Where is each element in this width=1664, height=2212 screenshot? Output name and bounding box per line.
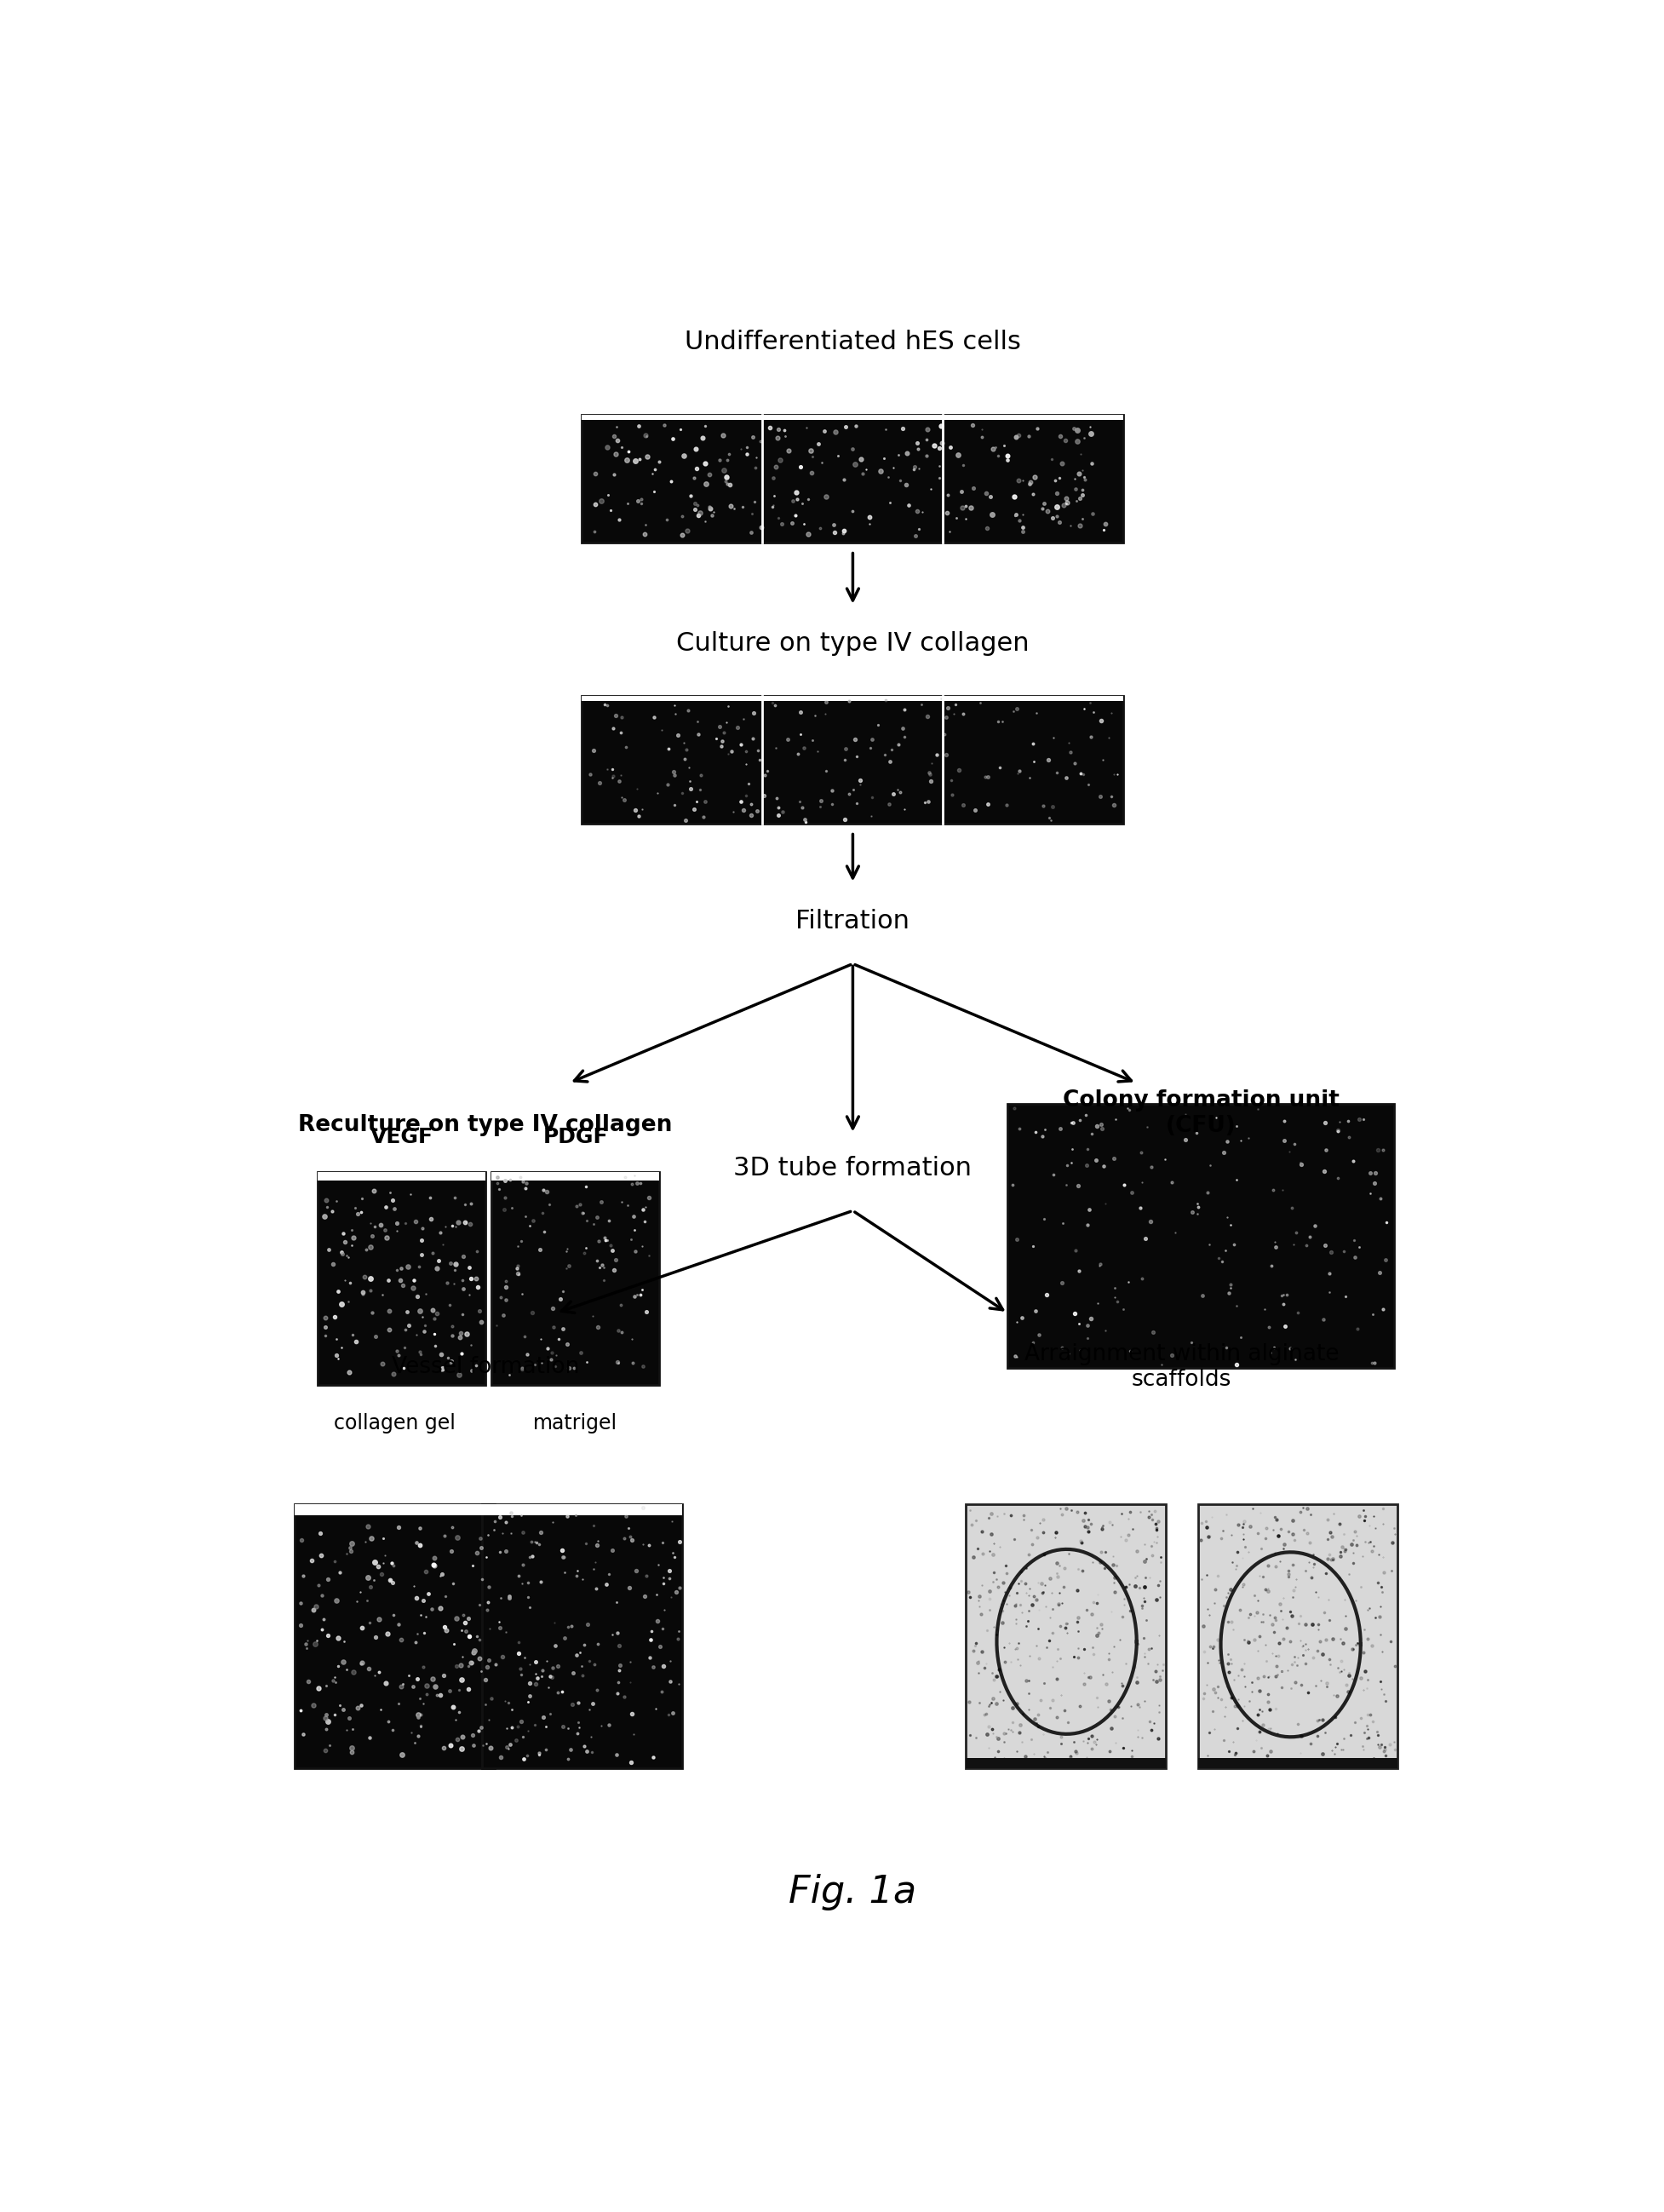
Bar [965,1504,1165,1770]
Text: matrigel: matrigel [534,1413,617,1433]
Text: Fig. 1a: Fig. 1a [789,1874,917,1911]
Bar [295,1504,494,1515]
Bar [295,1504,494,1770]
Text: Vessel formation: Vessel formation [391,1356,579,1378]
Bar [582,695,1123,823]
Bar [1007,1104,1394,1369]
Text: 3D tube formation: 3D tube formation [734,1157,972,1181]
Bar [965,1759,1165,1770]
Bar [582,414,1123,420]
Bar [493,1172,659,1385]
Bar [1198,1759,1398,1770]
Text: Filtration: Filtration [795,909,910,933]
Text: collagen gel: collagen gel [334,1413,456,1433]
Bar [582,695,1123,701]
Text: Culture on type IV collagen: Culture on type IV collagen [676,630,1030,657]
Bar [483,1504,682,1770]
Text: Reculture on type IV collagen: Reculture on type IV collagen [298,1115,672,1137]
Bar [493,1172,659,1181]
Bar [483,1504,682,1515]
Text: Undifferentiated hES cells: Undifferentiated hES cells [684,330,1022,354]
Text: PDGF: PDGF [542,1128,607,1148]
Bar [582,414,1123,542]
Bar [318,1172,486,1385]
Text: Arraignment within alginate
scaffolds: Arraignment within alginate scaffolds [1025,1343,1340,1391]
Bar [318,1172,486,1181]
Text: VEGF: VEGF [369,1128,433,1148]
Text: Colony formation unit
(CFU): Colony formation unit (CFU) [1063,1091,1340,1137]
Bar [1198,1504,1398,1770]
